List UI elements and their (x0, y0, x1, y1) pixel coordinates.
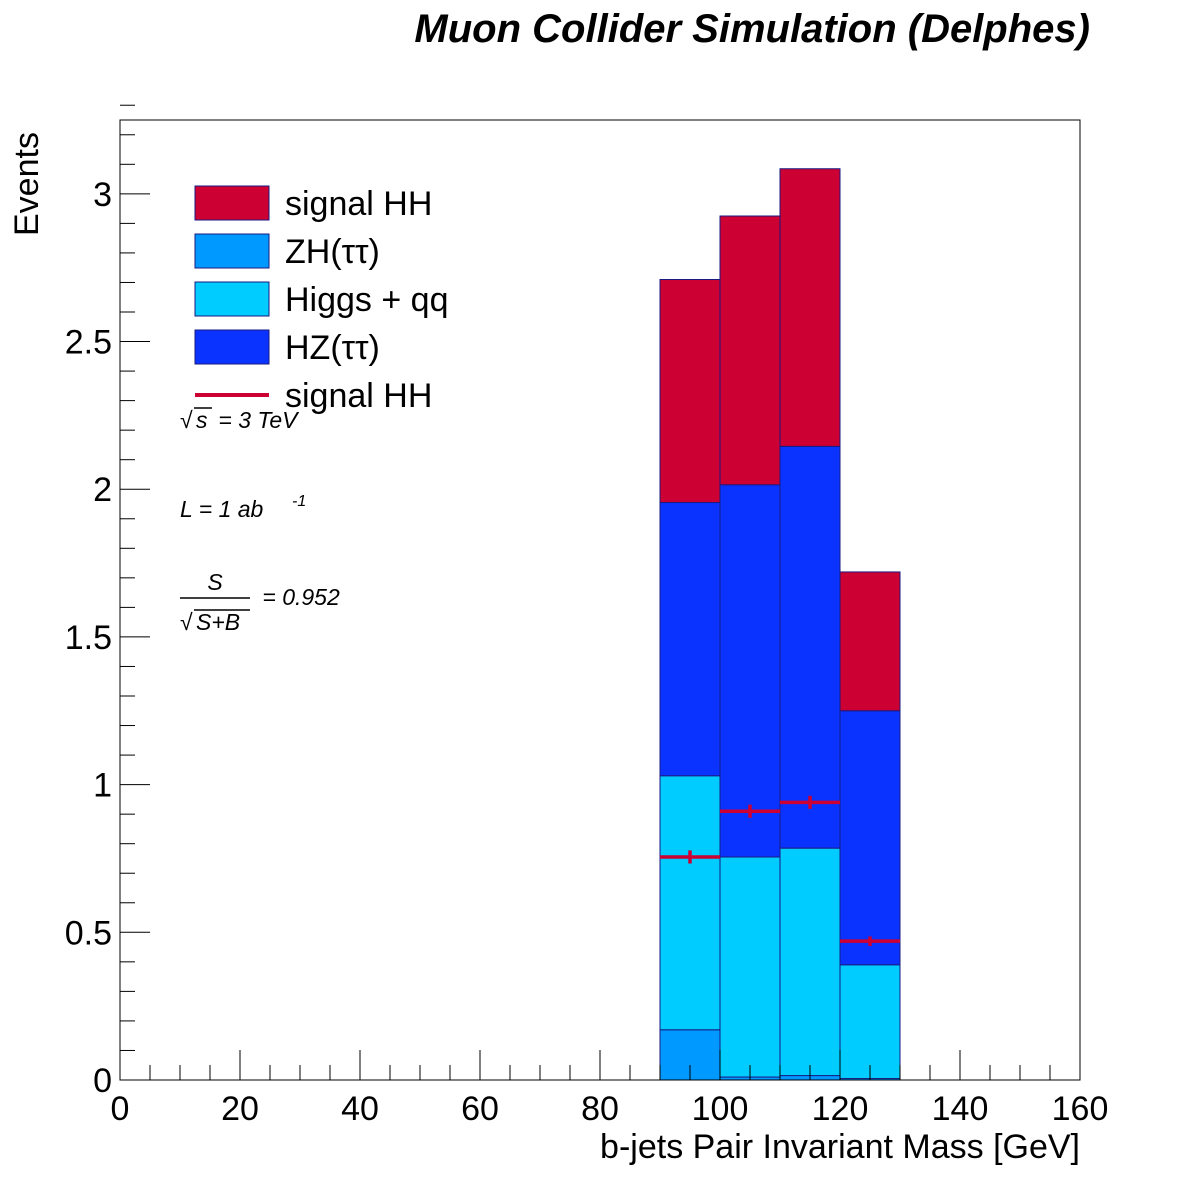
overlay-point-105 (720, 804, 780, 818)
significance-root-symbol: √ (180, 609, 193, 635)
bar-hz-tautau-120 (839, 710, 901, 966)
sqrt-s-root-symbol: √ (180, 407, 193, 433)
x-tick-label: 40 (341, 1090, 379, 1128)
legend: signal HH ZH(ττ) Higgs + qq HZ(ττ) signal HH (194, 185, 449, 415)
lumi-text: L = 1 ab (180, 496, 264, 522)
y-tick-label: 2.5 (65, 324, 112, 362)
chart-title: Muon Collider Simulation (Delphes) (414, 7, 1090, 51)
legend-entry-zh-tautau: ZH(ττ) (194, 233, 380, 271)
y-tick-label: 2 (93, 471, 112, 509)
annotation-sqrt-s: √ s = 3 TeV (180, 407, 300, 433)
legend-entry-signal-hh: signal HH (194, 185, 432, 223)
sqrt-s-variable: s (196, 407, 208, 433)
legend-swatch (194, 233, 270, 269)
bar-higgs-qq-110 (779, 847, 841, 1077)
bar-hz-tautau-100 (719, 484, 781, 858)
bar-signal-hh-120 (839, 571, 901, 712)
y-axis-label: Events (8, 132, 46, 236)
x-tick-label: 0 (111, 1090, 130, 1128)
sqrt-s-value: = 3 TeV (212, 407, 300, 433)
annotation-significance: S √ S+B = 0.952 (180, 569, 340, 635)
y-tick-label: 0.5 (65, 914, 112, 952)
overlay-point-95 (660, 850, 720, 864)
legend-entry-hz-tautau: HZ(ττ) (194, 329, 380, 367)
annotation-luminosity: L = 1 ab -1 (180, 493, 306, 522)
overlay-point-115 (780, 795, 840, 809)
legend-label: ZH(ττ) (285, 233, 380, 271)
x-tick-label: 20 (221, 1090, 259, 1128)
x-axis: 0 20 40 60 80 100 120 140 160 (111, 1050, 1109, 1128)
y-tick-label: 1 (93, 767, 112, 805)
significance-denominator: S+B (196, 609, 240, 635)
legend-entry-higgs-qq: Higgs + qq (194, 281, 449, 319)
legend-entry-signal-hh: signal HH (195, 377, 432, 415)
legend-label: signal HH (285, 185, 432, 223)
overlay-point-125 (840, 936, 900, 946)
bar-signal-hh-90 (659, 279, 721, 504)
legend-label: signal HH (285, 377, 432, 415)
x-tick-label: 120 (812, 1090, 869, 1128)
bar-hz-tautau-90 (659, 502, 721, 777)
legend-swatch (194, 281, 270, 317)
bar-signal-hh-110 (779, 168, 841, 447)
bar-higgs-qq-100 (719, 856, 781, 1078)
bar-hz-tautau-110 (779, 445, 841, 849)
legend-label: Higgs + qq (285, 281, 449, 319)
y-axis: 0 0.5 1 1.5 2 2.5 3 (65, 104, 150, 1100)
x-tick-label: 80 (581, 1090, 619, 1128)
y-tick-label: 0 (93, 1062, 112, 1100)
x-tick-label: 100 (692, 1090, 749, 1128)
x-tick-label: 60 (461, 1090, 499, 1128)
bar-higgs-qq-90 (659, 775, 721, 1031)
legend-label: HZ(ττ) (285, 329, 380, 367)
x-tick-label: 140 (932, 1090, 989, 1128)
significance-value: = 0.952 (256, 584, 340, 610)
legend-swatch (194, 329, 270, 365)
histogram-stack (659, 168, 901, 1081)
y-tick-label: 1.5 (65, 619, 112, 657)
x-axis-label: b-jets Pair Invariant Mass [GeV] (600, 1128, 1080, 1166)
bar-signal-hh-100 (719, 215, 781, 486)
bar-higgs-qq-120 (839, 964, 901, 1080)
significance-numerator: S (207, 569, 223, 595)
lumi-exponent: -1 (292, 493, 306, 510)
legend-swatch (194, 185, 270, 221)
x-tick-label: 160 (1052, 1090, 1109, 1128)
signal-overlay (660, 795, 900, 946)
y-tick-label: 3 (93, 176, 112, 214)
